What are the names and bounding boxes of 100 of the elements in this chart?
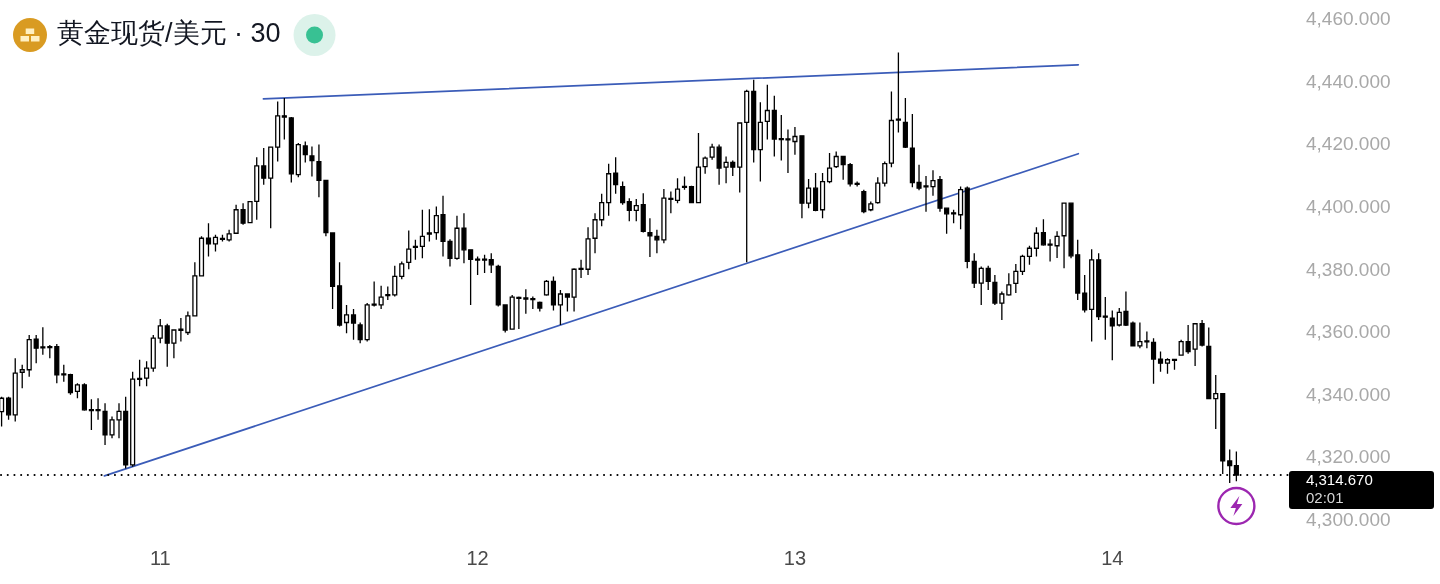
- candlestick: [674, 177, 681, 204]
- x-tick-label: 14: [1101, 547, 1124, 570]
- candlestick: [350, 308, 357, 341]
- candlestick: [620, 180, 626, 206]
- candlestick: [764, 84, 770, 141]
- candlestick: [1150, 337, 1157, 385]
- y-tick-label: 4,300.000: [1306, 509, 1391, 531]
- candlestick: [295, 142, 301, 178]
- y-tick-label: 4,460.000: [1306, 8, 1391, 30]
- candlestick: [19, 364, 25, 389]
- candlestick: [137, 359, 143, 388]
- candlestick: [840, 155, 846, 181]
- candlestick: [606, 163, 612, 217]
- candlestick: [971, 252, 977, 289]
- candlestick: [557, 289, 564, 326]
- candlestick: [47, 344, 53, 359]
- candlestick: [1157, 350, 1164, 373]
- candlestick: [812, 172, 819, 212]
- candlestick: [744, 89, 750, 264]
- candlestick: [757, 101, 763, 183]
- candlestick: [888, 90, 894, 168]
- candlestick: [185, 310, 191, 336]
- x-tick-label: 13: [783, 547, 807, 570]
- candlestick: [751, 79, 757, 164]
- candlestick: [226, 229, 232, 243]
- candlestick: [999, 290, 1005, 321]
- candlestick: [702, 155, 708, 175]
- candlestick: [1019, 254, 1026, 276]
- candlestick: [978, 265, 984, 306]
- candlestick: [626, 197, 632, 222]
- candlestick: [1096, 252, 1102, 321]
- candlestick: [130, 370, 136, 468]
- candlestick: [1192, 323, 1198, 367]
- candlestick: [343, 304, 350, 334]
- candlestick: [550, 275, 557, 312]
- candlestick: [681, 175, 688, 191]
- candlestick: [1006, 272, 1012, 297]
- candlestick: [26, 334, 32, 378]
- candlestick: [5, 396, 12, 421]
- candlestick: [475, 255, 481, 276]
- candlestick: [1109, 309, 1115, 362]
- candlestick: [0, 396, 5, 428]
- candlestick: [1033, 226, 1040, 258]
- candlestick: [709, 143, 715, 161]
- candlestick: [613, 156, 619, 195]
- y-tick-label: 4,400.000: [1306, 195, 1391, 217]
- candlestick: [157, 318, 163, 344]
- candlestick: [1013, 263, 1019, 294]
- candlestick: [868, 200, 874, 212]
- candlestick: [482, 254, 488, 274]
- candlestick: [1102, 296, 1108, 341]
- candlestick: [495, 264, 501, 308]
- candlestick: [819, 172, 826, 219]
- y-tick-label: 4,360.000: [1306, 321, 1391, 343]
- candlestick: [647, 217, 653, 258]
- y-tick-label: 4,380.000: [1306, 258, 1391, 280]
- y-tick-label: 4,420.000: [1306, 133, 1391, 155]
- candlestick: [1220, 392, 1226, 475]
- candlestick: [205, 222, 212, 258]
- candlestick: [861, 189, 867, 214]
- candlestick: [275, 100, 281, 163]
- candlestick: [61, 364, 67, 383]
- candlestick: [985, 265, 991, 291]
- candlestick: [399, 260, 405, 280]
- candlestick: [67, 373, 74, 396]
- candlestick: [654, 229, 660, 254]
- candlestick: [309, 145, 315, 178]
- candlestick: [412, 239, 418, 261]
- candlestick: [847, 162, 853, 188]
- candlestick: [406, 229, 412, 270]
- candlestick: [951, 209, 957, 224]
- candlestick: [771, 95, 777, 158]
- candlestick: [688, 184, 695, 204]
- candlestick: [958, 185, 964, 230]
- candlestick: [716, 143, 722, 186]
- ref-line-label: 4,314.670: [1306, 471, 1373, 489]
- candlestick: [537, 300, 543, 313]
- candlestick: [288, 116, 294, 184]
- candlestick: [502, 304, 508, 334]
- candlestick: [1082, 274, 1088, 314]
- candlestick: [661, 188, 667, 244]
- candlestick: [357, 321, 363, 344]
- candlestick: [1171, 358, 1178, 371]
- x-tick-label: 11: [149, 547, 171, 570]
- candlestick: [992, 274, 998, 306]
- candlestick: [329, 232, 336, 310]
- candlestick: [281, 97, 287, 141]
- candlestick: [875, 176, 881, 205]
- candlestick: [695, 132, 702, 204]
- candlestick: [378, 285, 384, 310]
- candlestick: [882, 160, 888, 188]
- candlestick: [1040, 218, 1047, 247]
- candlestick: [212, 234, 219, 253]
- candlestick: [336, 261, 343, 328]
- chart-title: 黄金现货/美元 · 30: [57, 18, 281, 49]
- candlestick: [640, 192, 646, 234]
- candlestick: [364, 302, 370, 343]
- candlestick: [530, 295, 536, 310]
- candlestick: [81, 382, 87, 412]
- candlestick: [1164, 357, 1171, 375]
